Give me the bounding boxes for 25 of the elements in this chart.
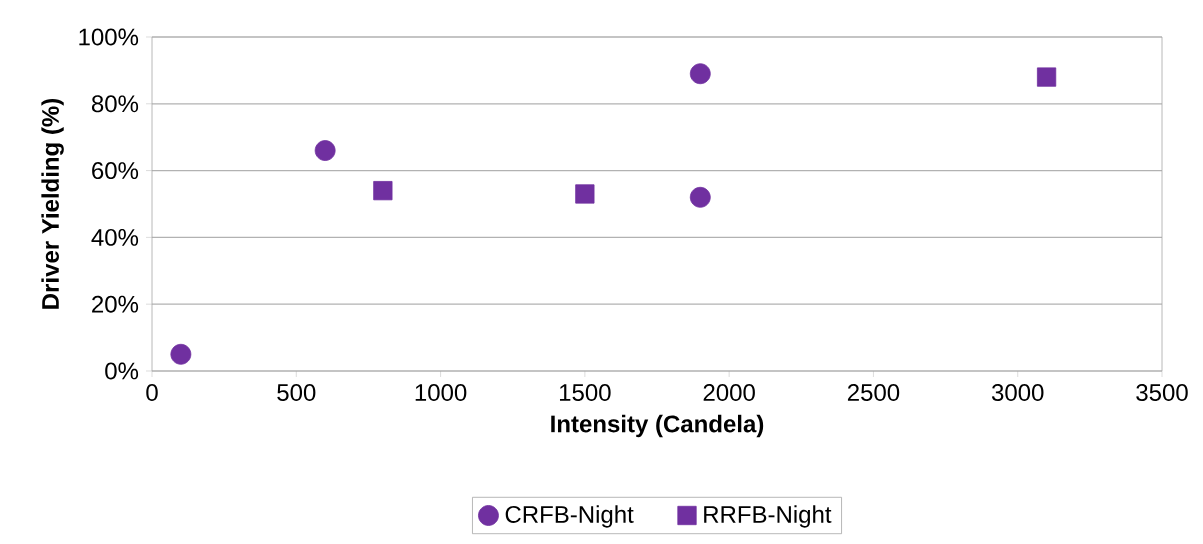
x-tick-label: 1000 xyxy=(415,384,467,402)
y-tick-label: 100% xyxy=(79,28,139,46)
point xyxy=(1036,67,1057,87)
x-tick-label: 0 xyxy=(146,384,158,402)
y-tick-label: 20% xyxy=(92,295,139,313)
y-tick-label: 80% xyxy=(91,95,139,113)
legend-label: CRFB-Night xyxy=(505,505,634,528)
x-tick-label: 3000 xyxy=(991,384,1044,402)
x-tick-label: 500 xyxy=(277,384,316,402)
legend-label: RRFB-Night xyxy=(704,505,832,528)
x-tick-label: 3500 xyxy=(1136,384,1188,402)
point xyxy=(314,140,336,161)
y-tick-label: 60% xyxy=(92,162,139,180)
x-axis-title: Intensity (Candela) xyxy=(551,414,764,438)
point xyxy=(373,181,393,201)
y-axis-title: Driver Yielding (%) xyxy=(41,98,64,309)
point xyxy=(170,343,192,365)
x-tick-label: 2000 xyxy=(703,384,755,402)
x-tick-label: 2500 xyxy=(847,384,900,402)
point xyxy=(689,63,711,85)
point xyxy=(689,186,711,208)
x-tick-label: 1500 xyxy=(559,384,611,402)
point xyxy=(575,184,595,204)
y-tick-label: 40% xyxy=(91,228,139,246)
y-tick-label: 0% xyxy=(105,362,139,380)
